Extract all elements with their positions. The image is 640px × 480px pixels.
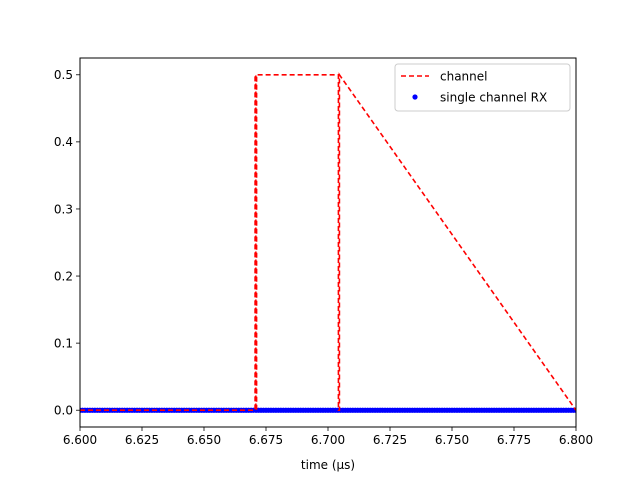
x-axis: 6.600 6.625 6.650 6.675 6.700 6.725 6.750 6.775… [63, 427, 593, 447]
legend: channel single channel RX [394, 63, 571, 112]
x-tick-label: 6.650 [187, 433, 221, 447]
y-tick-label: 0.3 [54, 202, 73, 216]
x-tick-label: 6.800 [559, 433, 593, 447]
legend-rx-marker [412, 94, 418, 100]
x-tick-label: 6.700 [311, 433, 345, 447]
x-axis-label: time (μs) [301, 458, 355, 472]
x-tick-label: 6.775 [497, 433, 531, 447]
x-tick-label: 6.725 [373, 433, 407, 447]
legend-box [394, 63, 571, 112]
x-tick-label: 6.600 [63, 433, 97, 447]
y-tick-label: 0.1 [54, 336, 73, 350]
legend-rx-label: single channel RX [440, 91, 547, 105]
series-single-channel-rx [80, 407, 576, 413]
y-tick-label: 0.2 [54, 269, 73, 283]
legend-channel-label: channel [440, 70, 487, 84]
y-tick-label: 0.0 [54, 404, 73, 418]
y-tick-label: 0.5 [54, 68, 73, 82]
x-tick-label: 6.625 [125, 433, 159, 447]
series-layer [80, 72, 576, 413]
y-axis: 0.0 0.1 0.2 0.3 0.4 0.5 [54, 68, 80, 418]
y-tick-label: 0.4 [54, 135, 73, 149]
plot-area: 6.600 6.625 6.650 6.675 6.700 6.725 6.750 6.775… [54, 57, 593, 472]
x-tick-label: 6.750 [435, 433, 469, 447]
x-tick-label: 6.675 [249, 433, 283, 447]
series-channel-line [80, 72, 576, 412]
